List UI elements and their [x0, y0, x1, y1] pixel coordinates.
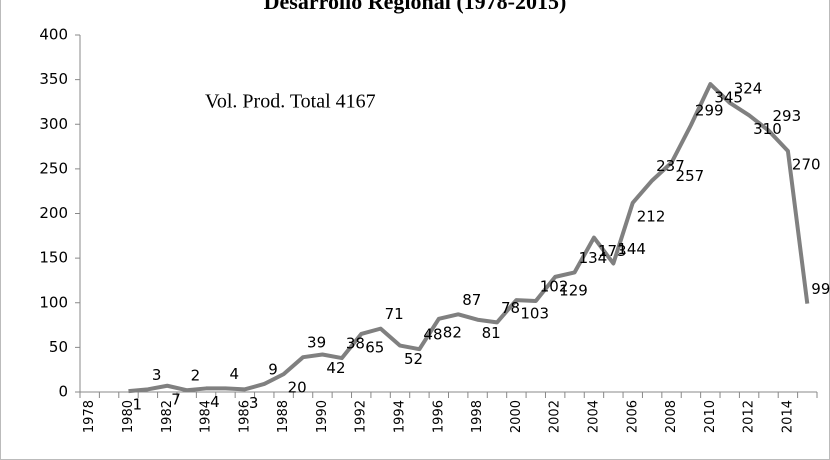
data-label: 65 [365, 338, 384, 356]
data-label: 82 [443, 323, 462, 341]
data-label: 3 [152, 366, 162, 384]
y-tick-label: 250 [39, 159, 68, 177]
data-label: 3 [249, 394, 259, 412]
x-tick-label: 2012 [742, 400, 757, 433]
data-label: 212 [637, 207, 666, 225]
data-label: 71 [385, 305, 404, 323]
y-tick-label: 50 [49, 338, 68, 356]
y-tick-label: 400 [39, 26, 68, 44]
data-label: 1 [132, 396, 142, 414]
data-label: 310 [753, 120, 782, 138]
y-tick-label: 350 [39, 70, 68, 88]
x-tick-label: 1980 [121, 400, 136, 433]
x-tick-label: 1978 [82, 400, 97, 433]
data-label: 48 [423, 326, 442, 344]
data-label: 237 [656, 157, 685, 175]
y-tick-label: 150 [39, 249, 68, 267]
data-label: 9 [268, 360, 278, 378]
x-tick-label: 1992 [354, 400, 369, 433]
data-label: 38 [346, 335, 365, 353]
x-tick-label: 1998 [470, 400, 485, 433]
x-tick-label: 2004 [586, 400, 601, 433]
x-tick-label: 1984 [199, 400, 214, 433]
data-label: 87 [462, 291, 481, 309]
data-label: 257 [676, 167, 705, 185]
annotation: Vol. Prod. Total 4167 [205, 91, 376, 113]
data-label: 7 [171, 390, 181, 408]
data-label: 78 [501, 299, 520, 317]
data-label: 4 [210, 393, 220, 411]
data-label: 173 [598, 242, 627, 260]
x-tick-label: 1988 [276, 400, 291, 433]
data-label: 4 [229, 365, 239, 383]
x-tick-label: 2006 [625, 400, 640, 433]
data-label: 270 [792, 156, 821, 174]
data-label: 103 [520, 305, 549, 323]
chart-title: Desarrollo Regional (1978-2015) [264, 0, 567, 14]
y-tick-label: 200 [39, 204, 68, 222]
data-label: 299 [695, 102, 724, 120]
data-label: 81 [482, 324, 501, 342]
x-tick-label: 2008 [664, 400, 679, 433]
y-tick-label: 300 [39, 115, 68, 133]
data-label: 39 [307, 334, 326, 352]
x-tick-label: 2010 [703, 400, 718, 433]
x-tick-label: 2000 [509, 400, 524, 433]
y-tick-label: 100 [39, 293, 68, 311]
x-tick-label: 1994 [393, 400, 408, 433]
data-label: 293 [773, 107, 802, 125]
x-tick-label: 2002 [548, 400, 563, 433]
data-label: 20 [288, 379, 307, 397]
data-label: 2 [191, 367, 201, 385]
x-tick-label: 1996 [431, 400, 446, 433]
x-tick-label: 1982 [160, 400, 175, 433]
data-label: 324 [734, 79, 763, 97]
data-label: 144 [617, 240, 646, 258]
data-label: 102 [540, 277, 569, 295]
data-label: 42 [326, 359, 345, 377]
data-label: 129 [559, 281, 588, 299]
data-label: 52 [404, 350, 423, 368]
x-tick-label: 1990 [315, 400, 330, 433]
x-tick-label: 2014 [780, 400, 795, 433]
data-label: 134 [579, 249, 608, 267]
data-label: 99 [811, 280, 830, 298]
data-line [128, 82, 810, 394]
data-label: 345 [714, 89, 743, 107]
y-tick-label: 0 [58, 383, 68, 401]
x-tick-label: 1986 [237, 400, 252, 433]
